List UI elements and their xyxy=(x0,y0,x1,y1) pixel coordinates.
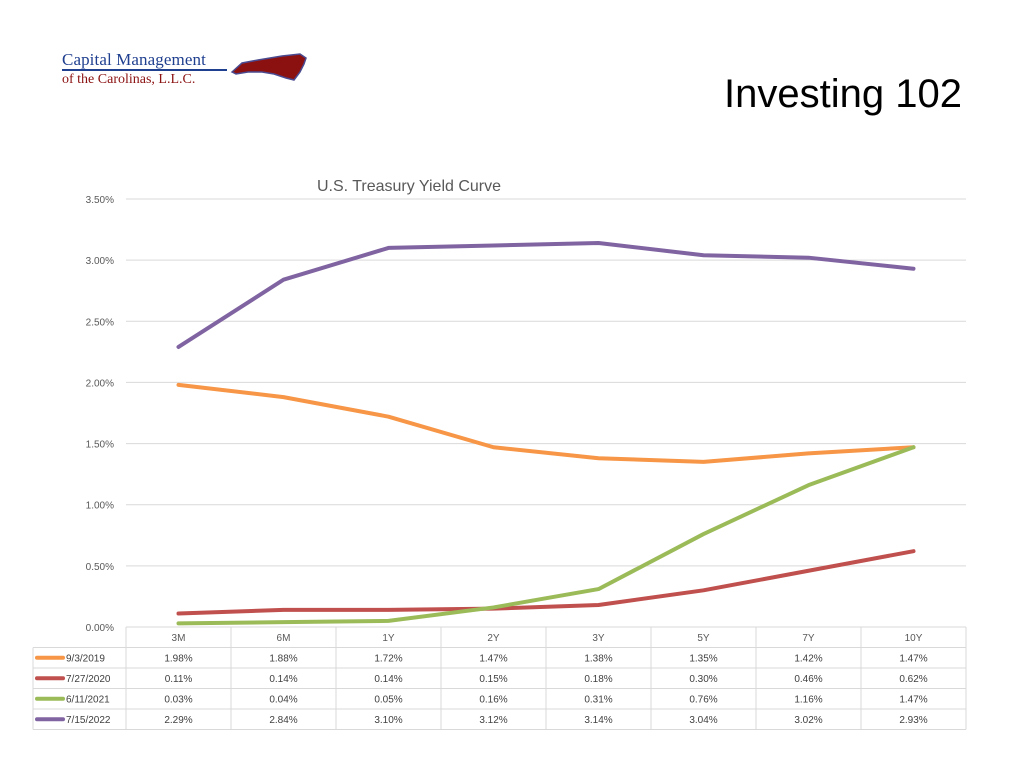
y-tick-label: 2.50% xyxy=(86,317,114,328)
table-cell: 3.02% xyxy=(794,715,822,726)
x-category-label: 7Y xyxy=(802,633,815,644)
y-tick-label: 1.00% xyxy=(86,501,114,512)
table-cell: 0.11% xyxy=(165,674,193,685)
table-cell: 1.16% xyxy=(794,694,822,705)
legend-series-name: 6/11/2021 xyxy=(66,694,110,705)
series-line xyxy=(176,445,916,626)
table-cell: 2.84% xyxy=(269,715,297,726)
table-cell: 3.12% xyxy=(479,715,507,726)
y-tick-label: 1.50% xyxy=(86,440,114,451)
series-line xyxy=(176,382,916,464)
table-cell: 0.76% xyxy=(689,694,717,705)
table-cell: 1.47% xyxy=(479,653,507,664)
table-cell: 0.14% xyxy=(374,674,402,685)
table-cell: 0.18% xyxy=(584,674,612,685)
y-tick-label: 3.00% xyxy=(86,256,114,267)
table-cell: 1.98% xyxy=(164,653,192,664)
north-carolina-map-icon xyxy=(230,53,307,81)
legend-series-name: 7/27/2020 xyxy=(66,674,111,685)
y-tick-label: 2.00% xyxy=(86,378,114,389)
x-category-label: 6M xyxy=(277,633,291,644)
legend-series-name: 7/15/2022 xyxy=(66,715,111,726)
table-cell: 0.03% xyxy=(164,694,192,705)
y-axis: 0.00% 0.50% 1.00% 1.50% 2.00% 2.50% 3.00% 3.50% xyxy=(86,195,114,634)
table-cell: 1.42% xyxy=(794,653,822,664)
slide-title: Investing 102 xyxy=(724,72,962,116)
company-logo: Capital Management of the Carolinas, L.L… xyxy=(62,48,322,98)
table-cell: 0.31% xyxy=(584,694,612,705)
table-cell: 0.30% xyxy=(689,674,717,685)
y-tick-label: 3.50% xyxy=(86,195,114,206)
legend-series-name: 9/3/2019 xyxy=(66,653,105,664)
table-cell: 0.05% xyxy=(374,694,402,705)
table-cell: 1.35% xyxy=(689,653,717,664)
table-cell: 1.88% xyxy=(269,653,297,664)
table-cell: 2.93% xyxy=(899,715,927,726)
x-category-label: 10Y xyxy=(905,633,923,644)
table-cell: 3.14% xyxy=(584,715,612,726)
x-category-label: 3M xyxy=(172,633,186,644)
logo-company-name: Capital Management xyxy=(62,50,206,69)
x-category-label: 5Y xyxy=(697,633,710,644)
table-cell: 3.04% xyxy=(689,715,717,726)
table-cell: 1.38% xyxy=(584,653,612,664)
table-cell: 0.16% xyxy=(479,694,507,705)
data-table: 3M 6M 1Y 2Y 3Y 5Y 7Y 10Y 9/3/2019 1.98% 1.88% 1.72%… xyxy=(32,626,967,730)
table-cell: 1.47% xyxy=(899,653,927,664)
logo-company-suffix: of the Carolinas, L.L.C. xyxy=(62,72,196,87)
table-cell: 0.46% xyxy=(794,674,822,685)
table-cell: 1.47% xyxy=(899,694,927,705)
table-cell: 1.72% xyxy=(374,653,402,664)
chart-title: U.S. Treasury Yield Curve xyxy=(317,178,501,195)
x-category-label: 2Y xyxy=(487,633,500,644)
table-cell: 0.04% xyxy=(269,694,297,705)
table-cell: 0.14% xyxy=(269,674,297,685)
x-category-label: 1Y xyxy=(382,633,395,644)
table-cell: 0.62% xyxy=(899,674,927,685)
chart-grid xyxy=(126,198,966,567)
logo-divider xyxy=(62,69,227,71)
series-line xyxy=(176,549,916,616)
y-tick-label: 0.50% xyxy=(86,562,114,573)
series-line xyxy=(176,241,916,349)
series-lines xyxy=(176,241,916,626)
table-cell: 0.15% xyxy=(479,674,507,685)
y-tick-label: 0.00% xyxy=(86,623,114,634)
table-cell: 3.10% xyxy=(374,715,402,726)
table-cell: 2.29% xyxy=(164,715,192,726)
x-category-label: 3Y xyxy=(592,633,605,644)
